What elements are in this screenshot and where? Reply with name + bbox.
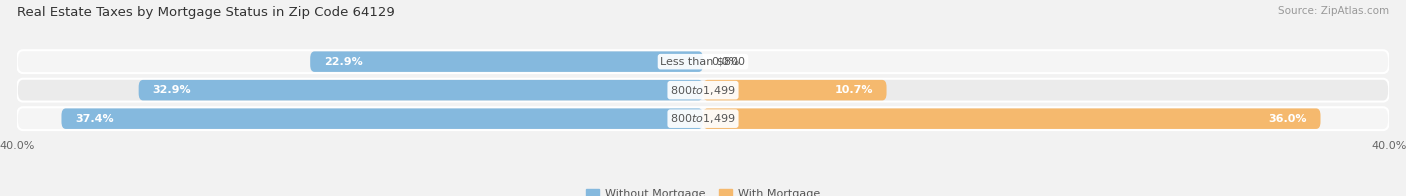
Text: 32.9%: 32.9%	[152, 85, 191, 95]
FancyBboxPatch shape	[17, 107, 1389, 130]
Text: $800 to $1,499: $800 to $1,499	[671, 84, 735, 97]
Text: 0.0%: 0.0%	[711, 57, 740, 67]
Text: 10.7%: 10.7%	[834, 85, 873, 95]
FancyBboxPatch shape	[17, 79, 1389, 102]
Text: 22.9%: 22.9%	[323, 57, 363, 67]
Legend: Without Mortgage, With Mortgage: Without Mortgage, With Mortgage	[586, 189, 820, 196]
Text: $800 to $1,499: $800 to $1,499	[671, 112, 735, 125]
FancyBboxPatch shape	[17, 50, 1389, 73]
FancyBboxPatch shape	[703, 80, 887, 100]
FancyBboxPatch shape	[311, 51, 703, 72]
FancyBboxPatch shape	[703, 108, 1320, 129]
Text: 36.0%: 36.0%	[1268, 114, 1306, 124]
FancyBboxPatch shape	[139, 80, 703, 100]
FancyBboxPatch shape	[62, 108, 703, 129]
Text: Real Estate Taxes by Mortgage Status in Zip Code 64129: Real Estate Taxes by Mortgage Status in …	[17, 6, 395, 19]
Text: Source: ZipAtlas.com: Source: ZipAtlas.com	[1278, 6, 1389, 16]
Text: Less than $800: Less than $800	[661, 57, 745, 67]
Text: 37.4%: 37.4%	[75, 114, 114, 124]
